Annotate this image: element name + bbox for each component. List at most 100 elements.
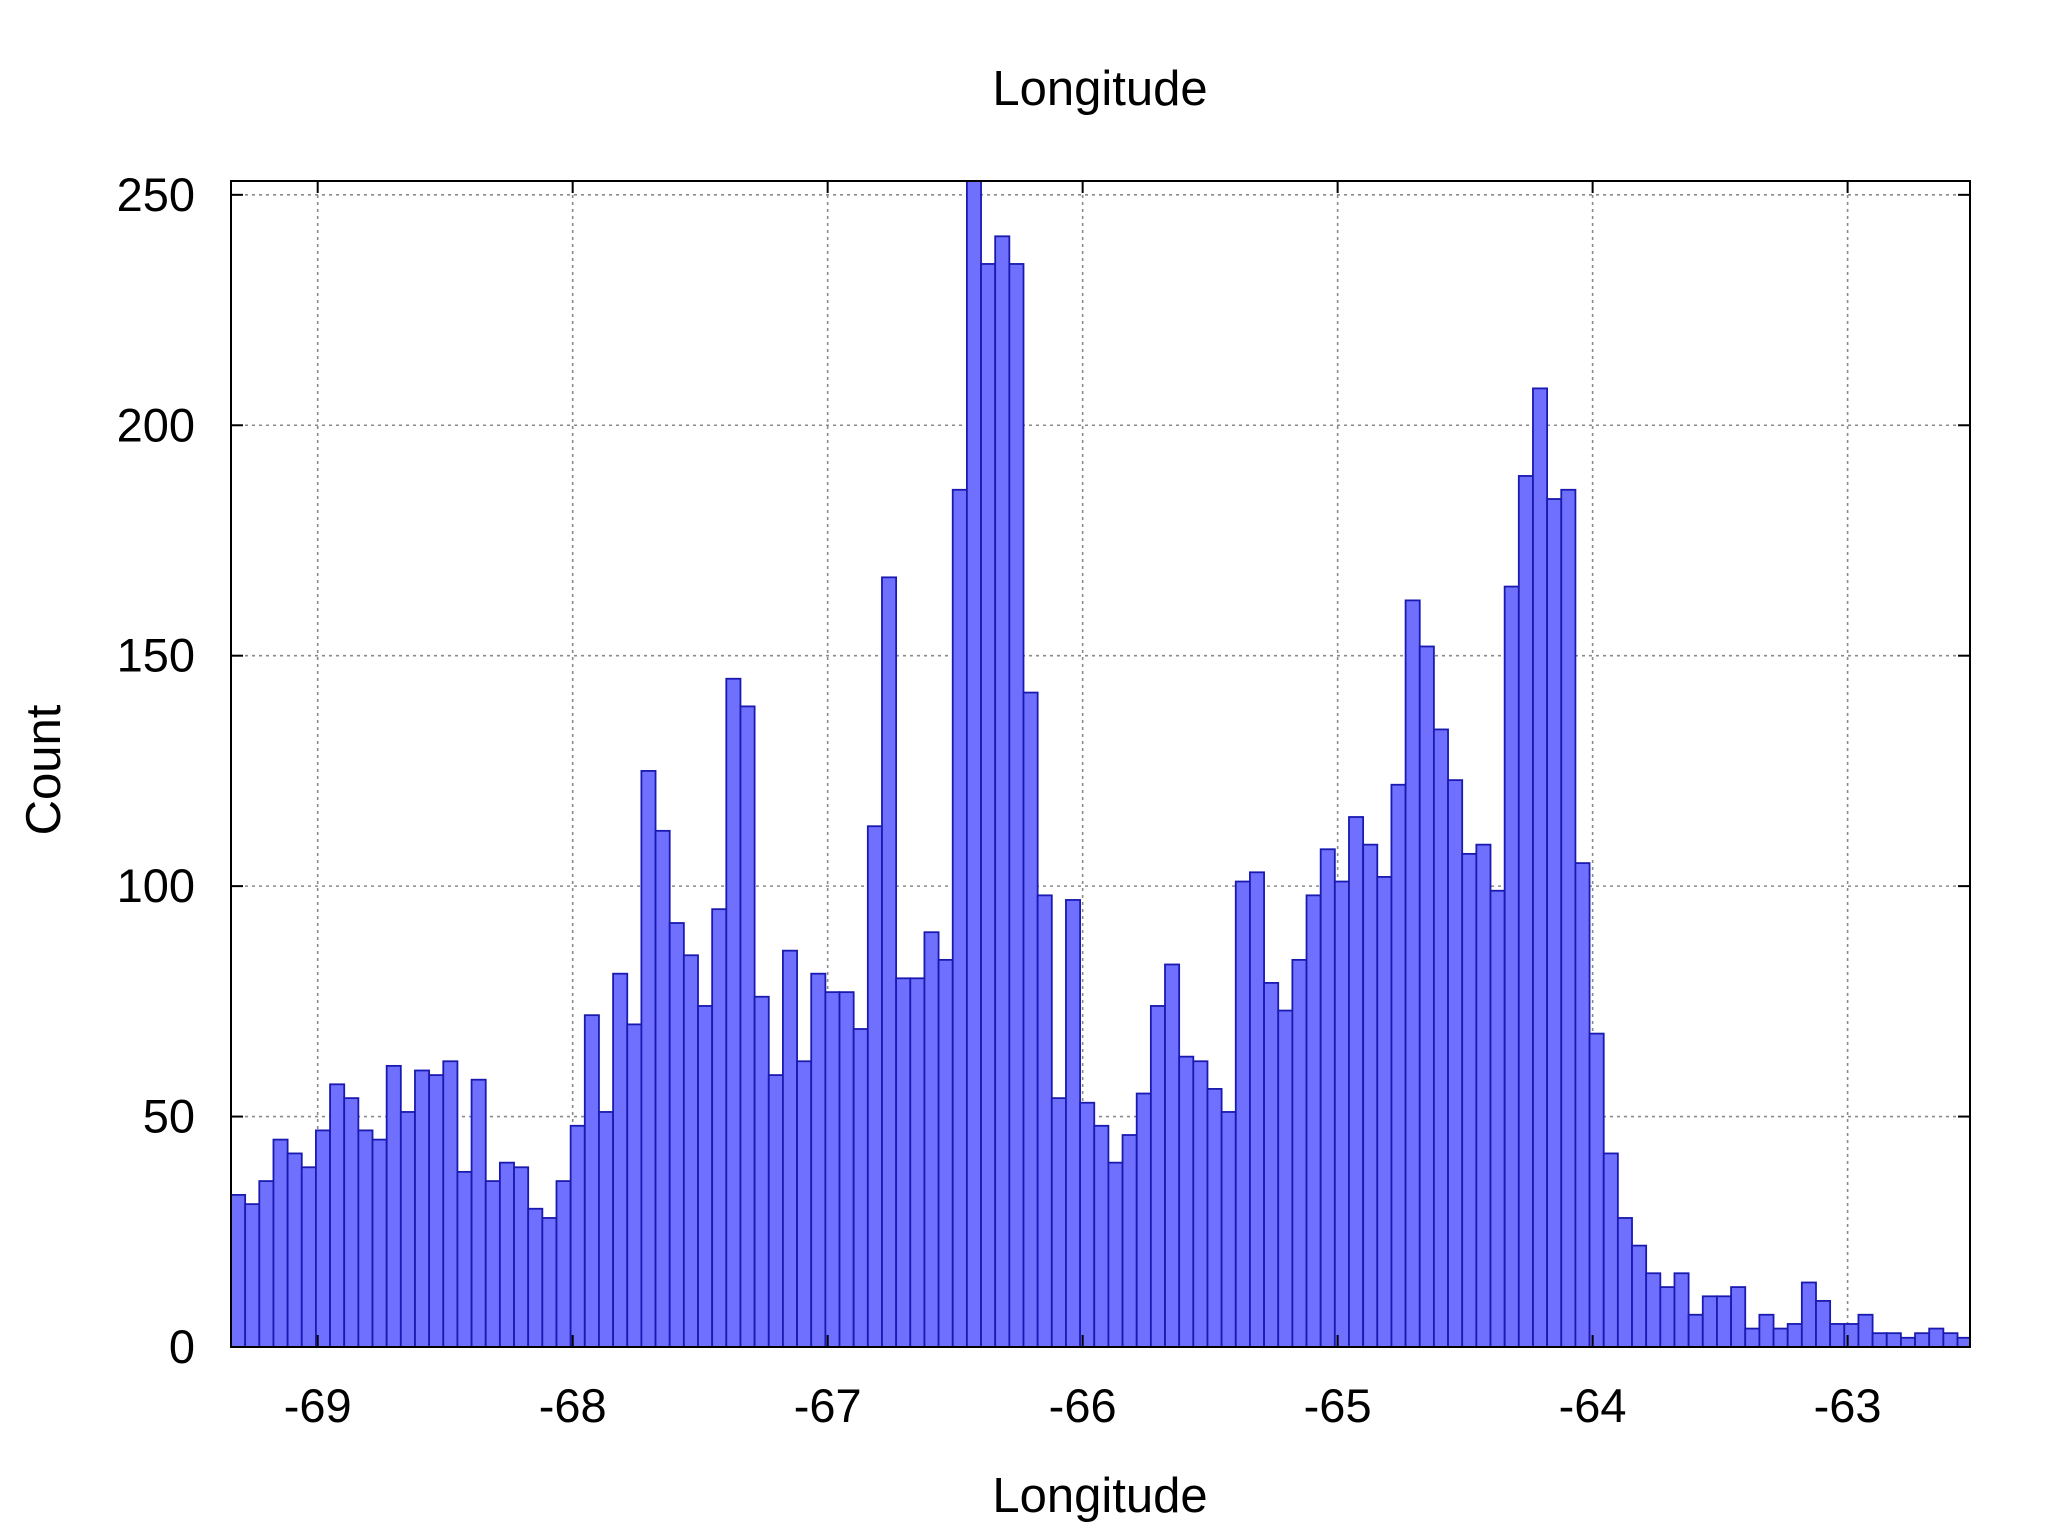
y-tick-label: 0 — [169, 1320, 195, 1373]
histogram-bar — [796, 1060, 813, 1348]
plot-border — [230, 180, 1971, 1348]
histogram-bar — [1716, 1295, 1732, 1348]
histogram-bar — [1701, 1295, 1718, 1348]
histogram-bar — [1305, 894, 1322, 1348]
histogram-bar — [1843, 1323, 1860, 1348]
histogram-bar — [385, 1064, 402, 1348]
histogram-bar — [697, 1005, 714, 1348]
histogram-bar — [1121, 1134, 1138, 1348]
histogram-bar — [1319, 848, 1336, 1348]
histogram-bar — [1362, 843, 1379, 1348]
histogram-bar — [513, 1166, 530, 1348]
histogram-bar — [244, 1203, 261, 1348]
histogram-bar — [767, 1074, 784, 1348]
histogram-bar — [315, 1129, 331, 1348]
histogram-bar — [1631, 1244, 1648, 1348]
histogram-bar — [300, 1166, 317, 1348]
histogram-bar — [1758, 1313, 1775, 1348]
x-tick-label: -69 — [284, 1379, 352, 1432]
histogram-bar — [1475, 843, 1492, 1348]
histogram-bar — [739, 705, 756, 1348]
histogram-bar — [1885, 1332, 1902, 1348]
histogram-bar — [598, 1111, 614, 1348]
y-tick-label: 150 — [117, 629, 195, 682]
histogram-bar — [1135, 1092, 1152, 1348]
histogram-bar — [399, 1111, 416, 1348]
histogram-bar — [980, 263, 997, 1348]
histogram-bar — [1942, 1332, 1959, 1348]
histogram-bar — [456, 1170, 473, 1348]
histogram-bar — [1815, 1300, 1832, 1348]
histogram-bar — [1234, 880, 1251, 1348]
histogram-bar — [470, 1078, 487, 1348]
histogram-bar — [895, 977, 912, 1348]
histogram-bar — [1928, 1327, 1945, 1348]
histogram-bar — [258, 1180, 275, 1348]
histogram-bar — [428, 1074, 445, 1348]
histogram-bar — [1390, 783, 1407, 1348]
histogram-bar — [541, 1217, 558, 1348]
histogram-bar — [1800, 1281, 1817, 1348]
histogram-bar — [1871, 1332, 1888, 1348]
histogram-bar — [782, 949, 798, 1348]
histogram-bar — [866, 825, 883, 1348]
histogram-bar — [640, 770, 657, 1348]
histogram-bar — [1602, 1152, 1619, 1348]
histogram-bar — [1277, 1009, 1294, 1348]
x-tick-label: -66 — [1049, 1379, 1117, 1432]
histogram-bar — [484, 1180, 501, 1348]
histogram-bar — [1645, 1272, 1662, 1348]
histogram-bar — [1022, 691, 1039, 1348]
histogram-bar — [1744, 1327, 1761, 1348]
histogram-bar — [1220, 1111, 1237, 1348]
histogram-bar — [1772, 1327, 1789, 1348]
histogram-bar — [626, 1023, 643, 1348]
histogram-bar — [1036, 894, 1053, 1348]
histogram-bar — [923, 931, 940, 1348]
histogram-bar — [1164, 963, 1181, 1348]
histogram-bars — [230, 180, 1971, 1348]
histogram-bar — [682, 954, 699, 1348]
histogram-bar — [272, 1138, 289, 1348]
histogram-bar — [1687, 1313, 1704, 1348]
histogram-bar — [654, 829, 671, 1348]
histogram-bar — [909, 977, 926, 1348]
histogram-bar — [951, 488, 968, 1348]
histogram-bar — [838, 991, 855, 1348]
histogram-bar — [371, 1138, 388, 1348]
histogram-bar — [498, 1161, 515, 1348]
histogram-bar — [753, 995, 770, 1348]
histogram-bar — [881, 576, 898, 1348]
histogram-bar — [569, 1124, 586, 1348]
histogram-bar — [1517, 475, 1534, 1348]
histogram-bar — [1899, 1336, 1916, 1348]
histogram-bar — [583, 1014, 600, 1348]
histogram-bar — [1914, 1332, 1931, 1348]
histogram-bar — [965, 180, 982, 1348]
histogram-bar — [1376, 876, 1393, 1348]
histogram-bar — [1447, 779, 1464, 1348]
histogram-bar — [1149, 1005, 1166, 1348]
histogram-bar — [824, 991, 841, 1348]
histogram-bar — [1489, 889, 1506, 1348]
grid-lines — [231, 181, 1970, 1347]
y-tick-label: 50 — [143, 1090, 195, 1143]
histogram-bar — [994, 235, 1011, 1348]
x-tick-label: -67 — [794, 1379, 862, 1432]
histogram-bar — [1730, 1286, 1747, 1348]
histogram-bar — [1673, 1272, 1690, 1348]
histogram-bar — [612, 972, 629, 1348]
histogram-bar — [1050, 1097, 1067, 1348]
histogram-bar — [1079, 1101, 1096, 1348]
histogram-bar — [1192, 1060, 1209, 1348]
histogram-bar — [1249, 871, 1265, 1348]
histogram-bar — [1829, 1323, 1846, 1348]
histogram-bar — [1532, 387, 1549, 1348]
histogram-bar — [343, 1097, 360, 1348]
histogram-bar — [555, 1180, 572, 1348]
x-axis-label: Longitude — [992, 1469, 1207, 1523]
histogram-bar — [810, 972, 827, 1348]
histogram-bar — [1503, 585, 1520, 1348]
